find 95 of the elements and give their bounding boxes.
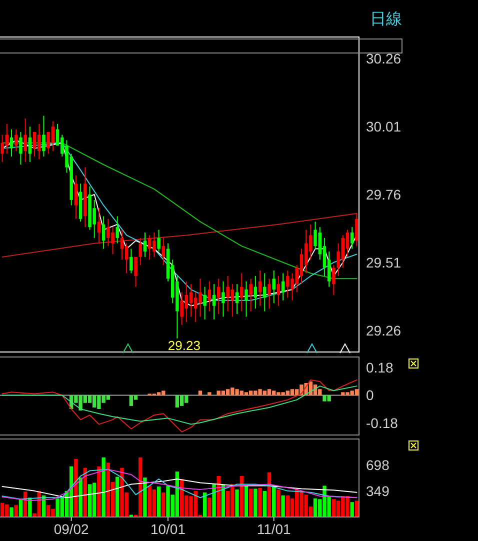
x-tick-label: 11/01 [256,521,292,537]
bar [254,488,258,517]
bar [208,498,212,517]
bar [129,395,134,406]
candlestick [32,132,36,157]
line-series [2,386,358,425]
y-tick-label: 30.01 [366,118,402,135]
bar [0,502,4,517]
bar [97,466,101,517]
bar [244,392,248,396]
bar [74,458,78,517]
candlestick [268,278,271,310]
candlestick [332,264,336,296]
y-tick-label: 29.26 [366,322,402,338]
bar [281,495,285,517]
candlestick [102,216,106,250]
line-series [2,478,358,498]
candlestick [254,275,258,310]
candlestick [258,270,262,306]
y-tick-label: 0 [366,387,374,404]
bar [235,489,239,517]
candlestick [281,272,285,301]
bar [332,499,336,517]
bar [78,478,82,517]
candlestick [97,208,101,244]
candlestick [10,128,14,157]
candlestick [189,284,193,318]
candlestick [19,132,22,166]
candlestick [217,278,220,314]
bar [10,507,14,517]
candlestick [138,237,142,266]
candlestick [222,280,225,318]
bar [88,484,92,517]
bar [267,389,272,396]
candlestick [235,284,239,314]
x-tick-label: 10/01 [150,521,186,537]
bar [244,486,248,517]
candlestick [74,174,78,220]
y-tick-label: 29.51 [366,254,402,270]
bar [262,490,266,517]
bar [156,392,161,396]
y-tick-label: 0.18 [366,360,394,376]
bar [354,500,359,517]
bar [221,390,226,396]
bar [249,488,253,517]
candlestick [143,232,147,258]
candlestick [28,126,32,162]
bar [102,457,106,517]
candlestick [244,280,248,318]
line-series [2,379,358,432]
y-tick-label: 30.26 [366,50,402,67]
candlestick [162,237,165,266]
bar [14,505,18,517]
chart-title: 日線 [370,9,402,28]
candlestick [249,278,252,312]
bar [143,478,147,517]
bar [212,484,216,517]
bar [276,489,280,517]
candlestick [240,272,244,312]
y-tick-label: 698 [366,457,390,473]
candlestick [116,216,119,244]
bar [313,498,318,517]
line-series [2,213,358,258]
y-tick-label: 349 [366,483,390,499]
candlestick [120,229,124,260]
bar [208,392,212,396]
candlestick [157,229,160,252]
bar [258,488,262,517]
candlestick [42,115,46,157]
candlestick [346,229,350,258]
bar [162,492,166,517]
candlestick [350,226,354,250]
bar [175,395,180,408]
candlestick [14,128,18,152]
candlestick [203,286,206,320]
annotation: 29.23 [168,338,200,353]
bar [156,486,161,517]
candlestick [276,275,280,306]
candlestick [130,248,133,274]
candlestick [24,118,27,162]
candlestick [208,280,212,312]
candlestick [134,256,138,288]
y-tick-label: -0.18 [366,414,398,431]
candlestick [212,284,216,320]
x-tick-label: 09/02 [54,521,90,537]
bar [180,395,184,406]
bar [350,502,354,517]
candlestick [355,213,358,247]
bar [354,389,359,396]
y-tick-label: 29.76 [366,186,402,202]
bar [290,389,294,396]
bar [116,476,120,517]
candlestick [263,272,266,312]
candlestick [272,270,276,304]
bar [198,390,202,396]
